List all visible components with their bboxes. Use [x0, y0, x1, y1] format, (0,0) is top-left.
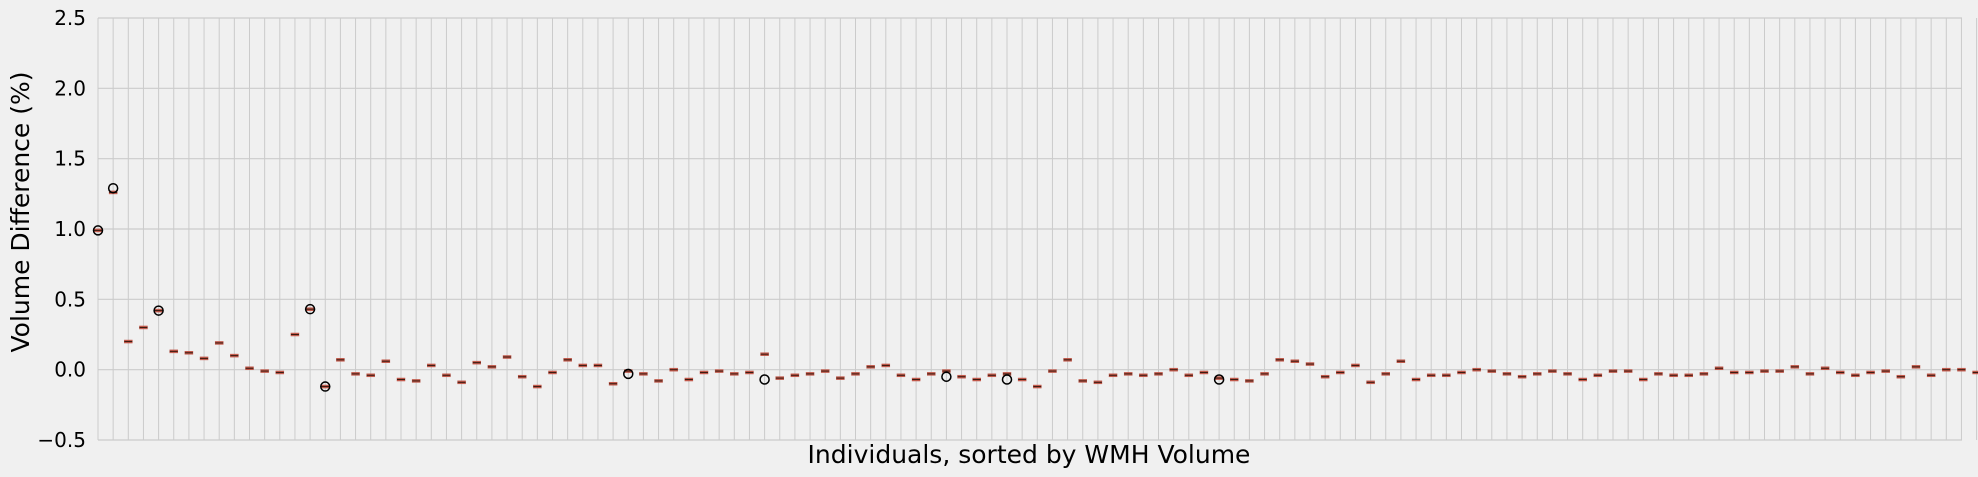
y-tick-label: −0.5	[37, 428, 86, 452]
y-tick-label: 1.0	[54, 217, 86, 241]
outlier-point	[153, 305, 164, 316]
outlier-point	[107, 182, 119, 194]
y-tick-label: 2.5	[54, 6, 86, 30]
outlier-point	[759, 374, 770, 385]
y-tick-label: 0.0	[54, 358, 86, 382]
y-tick-labels: −0.5 0.0 0.5 1.0 1.5 2.0 2.5	[37, 6, 86, 452]
outlier-point	[92, 225, 104, 236]
outlier-series	[92, 182, 1225, 392]
outlier-point	[1213, 374, 1225, 385]
y-tick-label: 0.5	[54, 287, 86, 311]
outlier-point	[304, 303, 316, 315]
outlier-point	[1001, 374, 1013, 385]
outlier-point	[941, 371, 952, 382]
y-tick-label: 1.5	[54, 147, 86, 171]
horizontal-gridlines	[98, 17, 1962, 441]
box-series	[93, 190, 1978, 389]
y-tick-label: 2.0	[54, 76, 86, 100]
outlier-point	[320, 381, 331, 392]
y-axis-label: Volume Difference (%)	[6, 71, 35, 352]
outlier-point	[623, 368, 634, 380]
x-axis-label: Individuals, sorted by WMH Volume	[808, 440, 1251, 469]
